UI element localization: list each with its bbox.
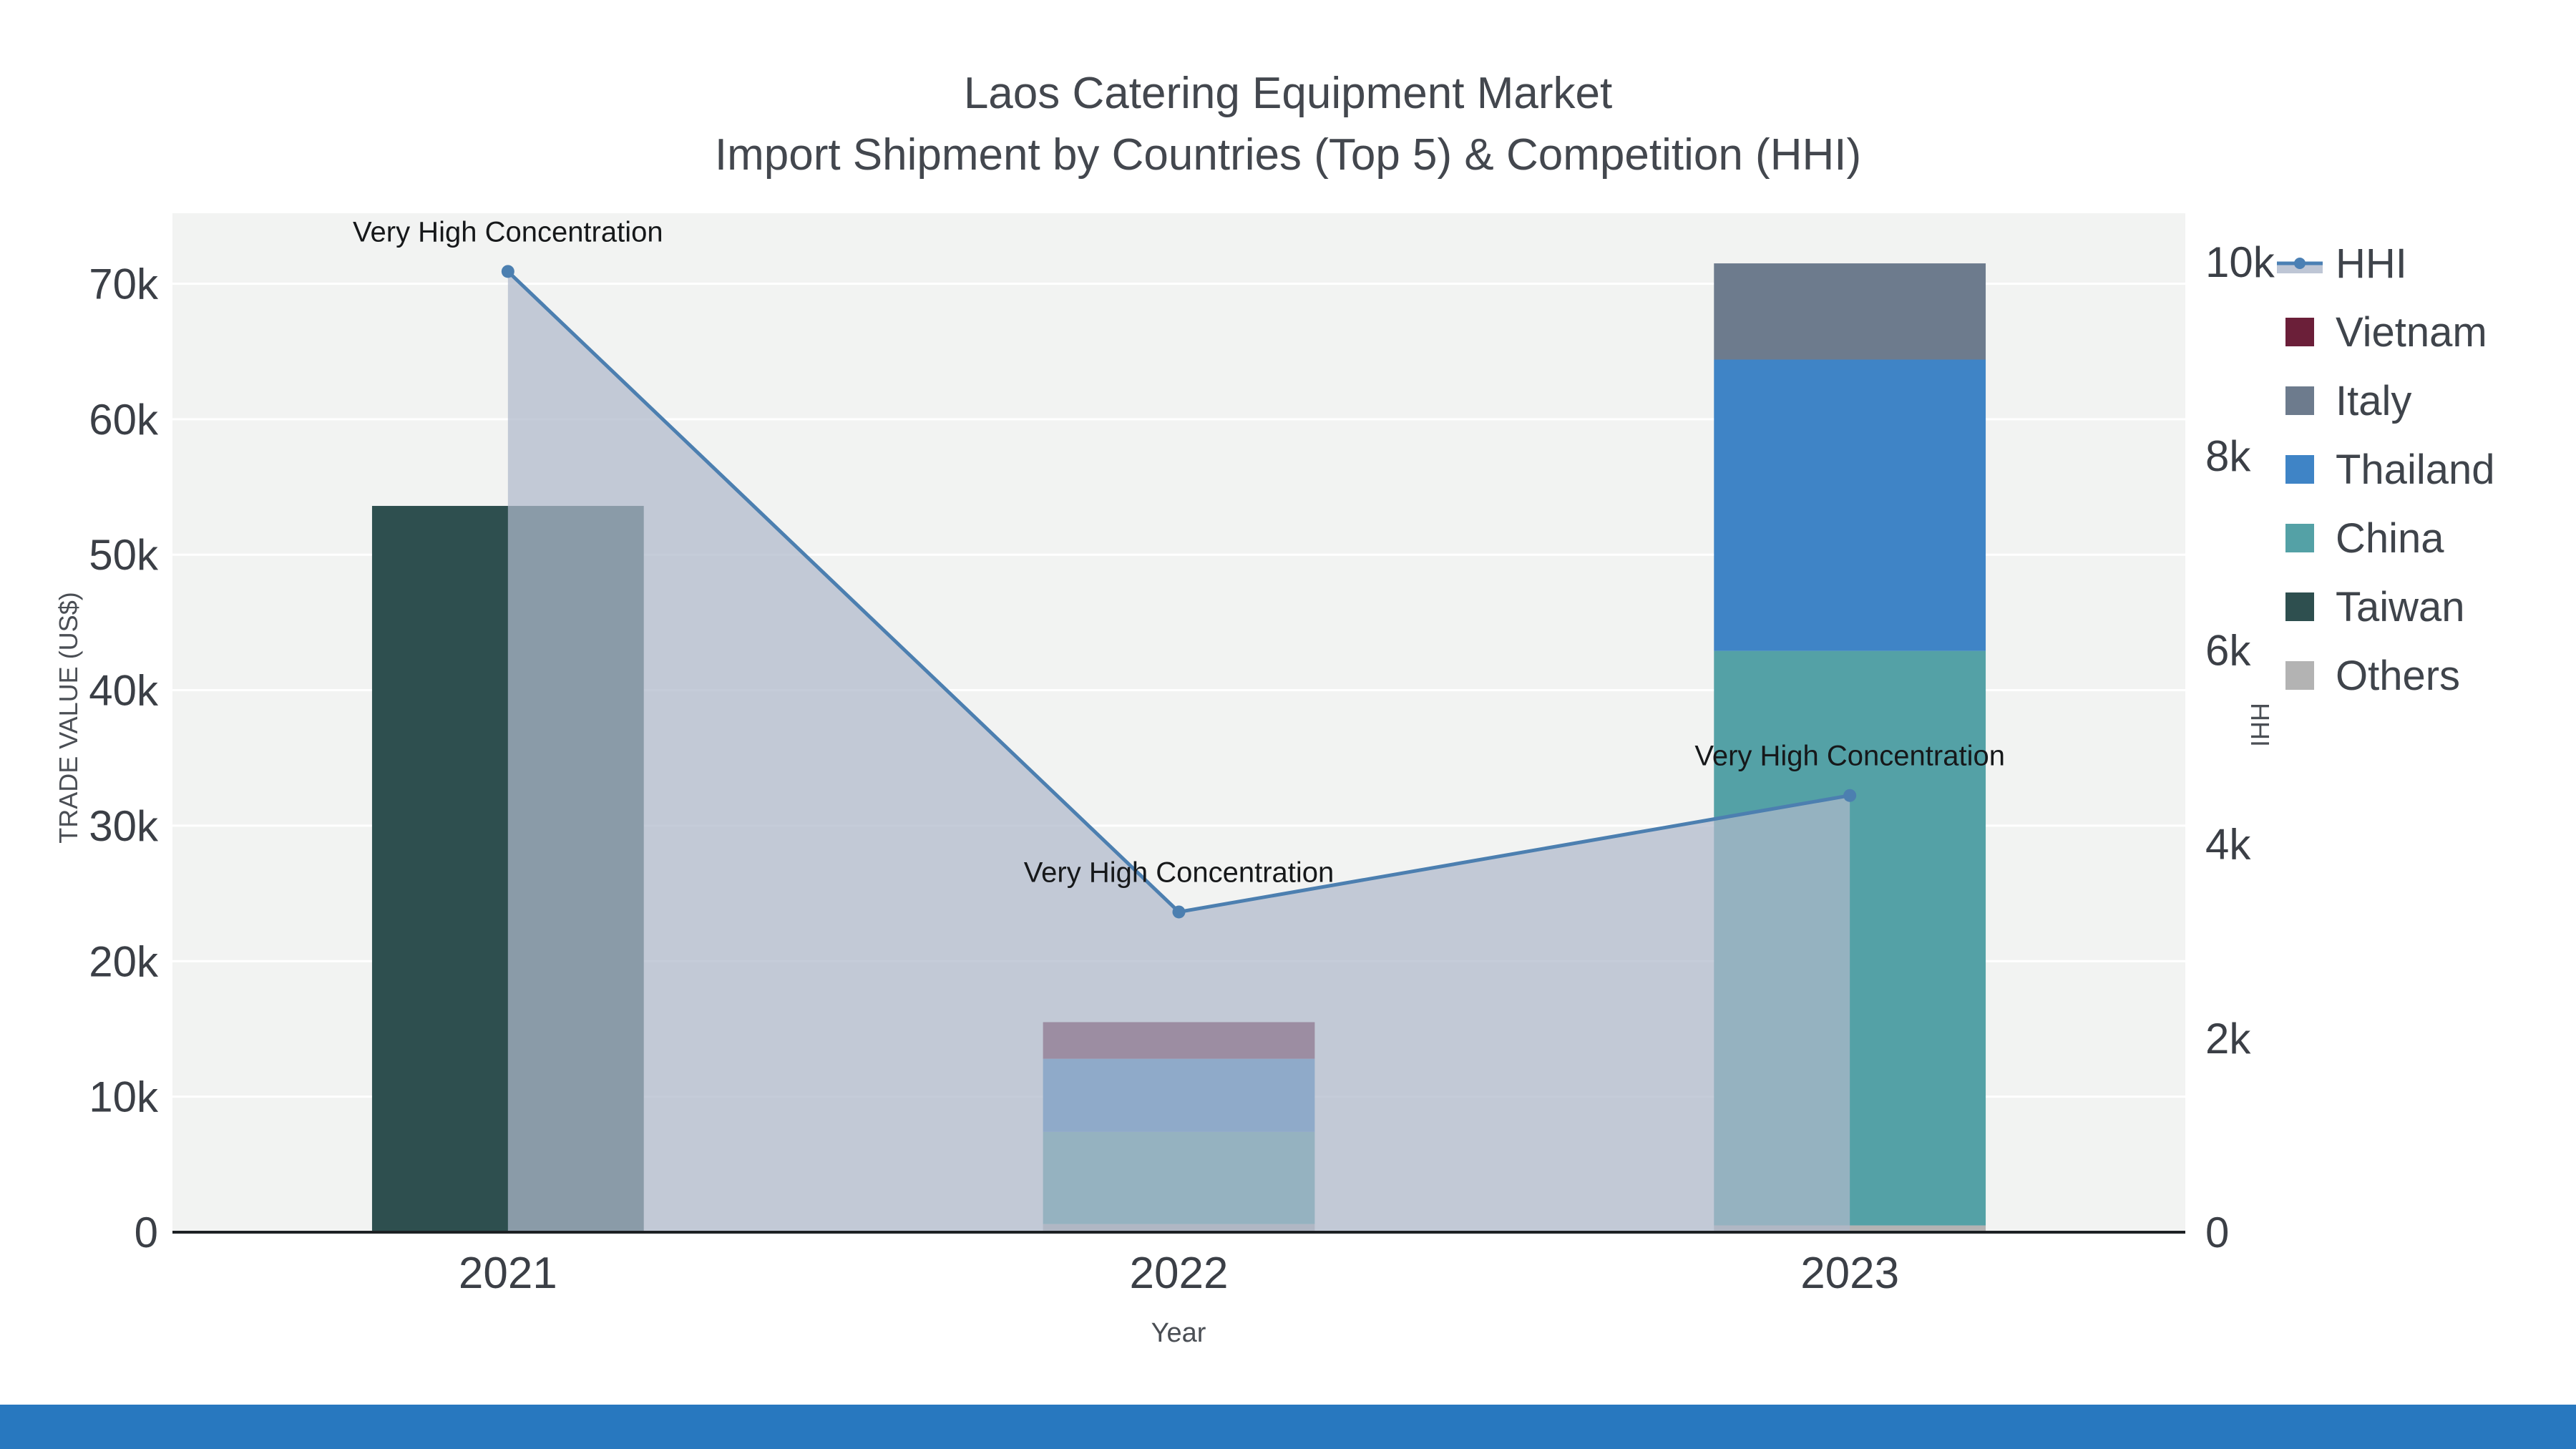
y-left-tick-0: 0: [135, 1209, 158, 1257]
legend-item-thailand[interactable]: Thailand: [2274, 435, 2494, 504]
annotation-2022: Very High Concentration: [1024, 857, 1335, 888]
y-right-tick-4k: 4k: [2205, 821, 2251, 869]
legend-swatch-icon: [2274, 592, 2326, 621]
legend-line-sample-icon: [2274, 249, 2326, 278]
legend: HHI Vietnam Italy Thailand China Taiwan Others: [2274, 229, 2494, 710]
annotation-2021: Very High Concentration: [353, 216, 663, 248]
annotation-2023: Very High Concentration: [1694, 741, 2005, 772]
x-tick-2022: 2022: [1130, 1249, 1229, 1298]
y-left-tick-60k: 60k: [89, 396, 159, 444]
y-left-tick-30k: 30k: [89, 802, 159, 850]
hhi-marker-2023[interactable]: [1843, 789, 1857, 802]
legend-item-others[interactable]: Others: [2274, 641, 2494, 710]
legend-swatch-icon: [2274, 661, 2326, 690]
chart-title-line1: Laos Catering Equipment Market: [963, 69, 1613, 118]
y-right-axis-title: HHI: [2245, 703, 2275, 747]
y-right-tick-8k: 8k: [2205, 432, 2251, 480]
legend-label: Vietnam: [2336, 308, 2487, 356]
y-right-tick-2k: 2k: [2205, 1015, 2251, 1063]
legend-item-china[interactable]: China: [2274, 504, 2494, 572]
chart-title: Laos Catering Equipment Market Import Sh…: [0, 63, 2576, 186]
y-right-tick-0: 0: [2205, 1209, 2229, 1257]
footer-bar: [0, 1405, 2576, 1449]
y-left-tick-50k: 50k: [89, 531, 159, 579]
hhi-area-fill: [507, 271, 1850, 1232]
legend-item-taiwan[interactable]: Taiwan: [2274, 572, 2494, 641]
legend-label: Italy: [2336, 377, 2412, 424]
legend-item-italy[interactable]: Italy: [2274, 366, 2494, 435]
legend-swatch-icon: [2274, 318, 2326, 346]
y-left-tick-70k: 70k: [89, 260, 159, 308]
hhi-marker-2021[interactable]: [501, 265, 514, 278]
y-left-tick-20k: 20k: [89, 937, 159, 985]
y-right-tick-6k: 6k: [2205, 626, 2251, 674]
legend-item-hhi[interactable]: HHI: [2274, 229, 2494, 298]
legend-label: Others: [2336, 652, 2461, 699]
y-left-tick-40k: 40k: [89, 667, 159, 715]
y-left-tick-10k: 10k: [89, 1073, 159, 1121]
bar-segment-thailand-2023[interactable]: [1714, 359, 1986, 651]
x-axis-title: Year: [1151, 1318, 1206, 1348]
x-tick-2023: 2023: [1800, 1249, 1899, 1298]
bar-segment-italy-2023[interactable]: [1714, 263, 1986, 360]
legend-swatch-icon: [2274, 455, 2326, 484]
legend-item-vietnam[interactable]: Vietnam: [2274, 298, 2494, 366]
x-tick-2021: 2021: [459, 1249, 557, 1298]
y-left-axis-title: TRADE VALUE (US$): [54, 592, 83, 844]
legend-label: Taiwan: [2336, 583, 2465, 630]
legend-label: Thailand: [2336, 446, 2495, 493]
legend-swatch-icon: [2274, 524, 2326, 552]
legend-label: HHI: [2336, 240, 2407, 287]
legend-swatch-icon: [2274, 386, 2326, 415]
hhi-marker-2022[interactable]: [1172, 905, 1186, 919]
chart-title-line2: Import Shipment by Countries (Top 5) & C…: [714, 130, 1862, 180]
y-right-tick-10k: 10k: [2205, 238, 2275, 286]
legend-label: China: [2336, 514, 2444, 562]
